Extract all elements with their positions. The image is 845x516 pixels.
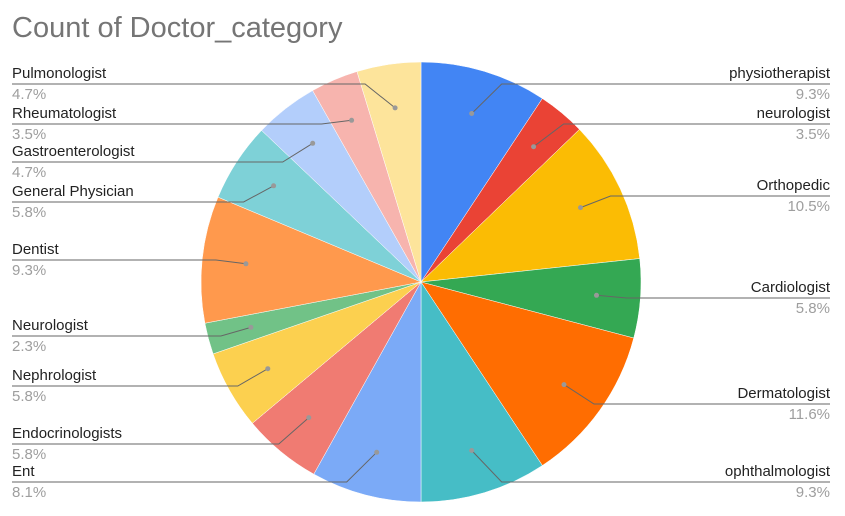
leader-dot-dermatologist [561,382,567,388]
slice-percent-endocrinologists: 5.8% [12,446,46,463]
leader-dot-neurologist [531,144,537,150]
pie-slice-physiotherapist [420,61,543,283]
pie-slice-orthopedic [420,129,641,283]
chart-title: Count of Doctor_category [12,12,343,44]
slice-percent-ent: 8.1% [12,484,46,501]
slice-label-dermatologist: Dermatologist [737,385,830,402]
leader-dot-rheumatologist [349,117,355,123]
slice-label-ophthalmologist: ophthalmologist [725,463,831,480]
leader-dot-orthopedic [578,205,583,211]
leader-line-ent [12,451,378,483]
slice-percent-dermatologist: 11.6% [789,406,830,423]
slice-label-orthopedic: Orthopedic [757,177,831,194]
slice-label-neurologist-2: Neurologist [12,317,89,334]
leader-dot-endocrinologists [306,415,312,421]
pie-slices [200,61,642,503]
leader-line-physiotherapist [471,83,830,114]
slice-label-nephrologist: Nephrologist [12,367,97,384]
leader-line-dermatologist [563,384,830,405]
leader-dot-ent [374,449,380,455]
leader-line-endocrinologists [12,417,310,445]
slice-percent-dentist: 9.3% [12,262,46,279]
slice-percent-pulmonologist: 4.7% [12,86,46,103]
pie-slice-ent [313,281,422,503]
leader-line-general-physician [12,185,274,203]
pie-slice-dermatologist [420,281,635,466]
slice-percent-general-physician: 5.8% [12,204,46,221]
slice-percent-orthopedic: 10.5% [787,198,830,215]
leader-dot-gastroenterologist [310,140,316,146]
leader-dot-general-physician [271,183,277,189]
leader-dot-physiotherapist [469,111,475,116]
leader-dot-neurologist [248,324,254,330]
leader-line-gastroenterologist [12,142,313,163]
slice-label-pulmonologist: Pulmonologist [12,65,107,82]
leader-line-neurologist [12,326,252,337]
leader-dot-cardiologist [594,292,599,298]
slice-labels: physiotherapist 9.3% neurologist 3.5% Orthop… [12,65,831,501]
leader-line-cardiologist [596,294,830,299]
slice-label-neurologist: neurologist [757,105,831,122]
slice-percent-physiotherapist: 9.3% [796,86,830,103]
slice-label-ent: Ent [12,463,35,480]
leader-lines [12,83,830,483]
slice-percent-gastroenterologist: 4.7% [12,164,46,181]
slice-percent-neurologist: 3.5% [796,126,830,143]
pie-slice-dentist [200,196,422,324]
slice-label-dentist: Dentist [12,241,60,258]
leader-line-rheumatologist [12,119,352,125]
slice-percent-nephrologist: 5.8% [12,388,46,405]
slice-percent-rheumatologist: 3.5% [12,126,46,143]
slice-label-general-physician: General Physician [12,183,134,200]
slice-label-physiotherapist: physiotherapist [729,65,831,82]
leader-line-pulmonologist [12,83,396,109]
leader-dot-ophthalmologist [469,448,475,453]
leader-line-dentist [12,259,246,265]
pie-slice-ophthalmologist [420,281,543,503]
leader-dot-dentist [243,261,249,267]
leader-dot-pulmonologist [392,105,398,111]
slice-label-cardiologist: Cardiologist [751,279,831,296]
slice-label-rheumatologist: Rheumatologist [12,105,117,122]
leader-line-orthopedic [580,195,830,209]
leader-line-nephrologist [12,368,269,387]
slice-percent-cardiologist: 5.8% [796,300,830,317]
pie-slice-pulmonologist [356,61,422,283]
leader-line-neurologist [533,123,830,148]
slice-label-endocrinologists: Endocrinologists [12,425,122,442]
leader-dot-nephrologist [265,366,271,372]
slice-label-gastroenterologist: Gastroenterologist [12,143,135,160]
slice-percent-neurologist-2: 2.3% [12,338,46,355]
slice-percent-ophthalmologist: 9.3% [796,484,830,501]
leader-line-ophthalmologist [471,450,830,483]
